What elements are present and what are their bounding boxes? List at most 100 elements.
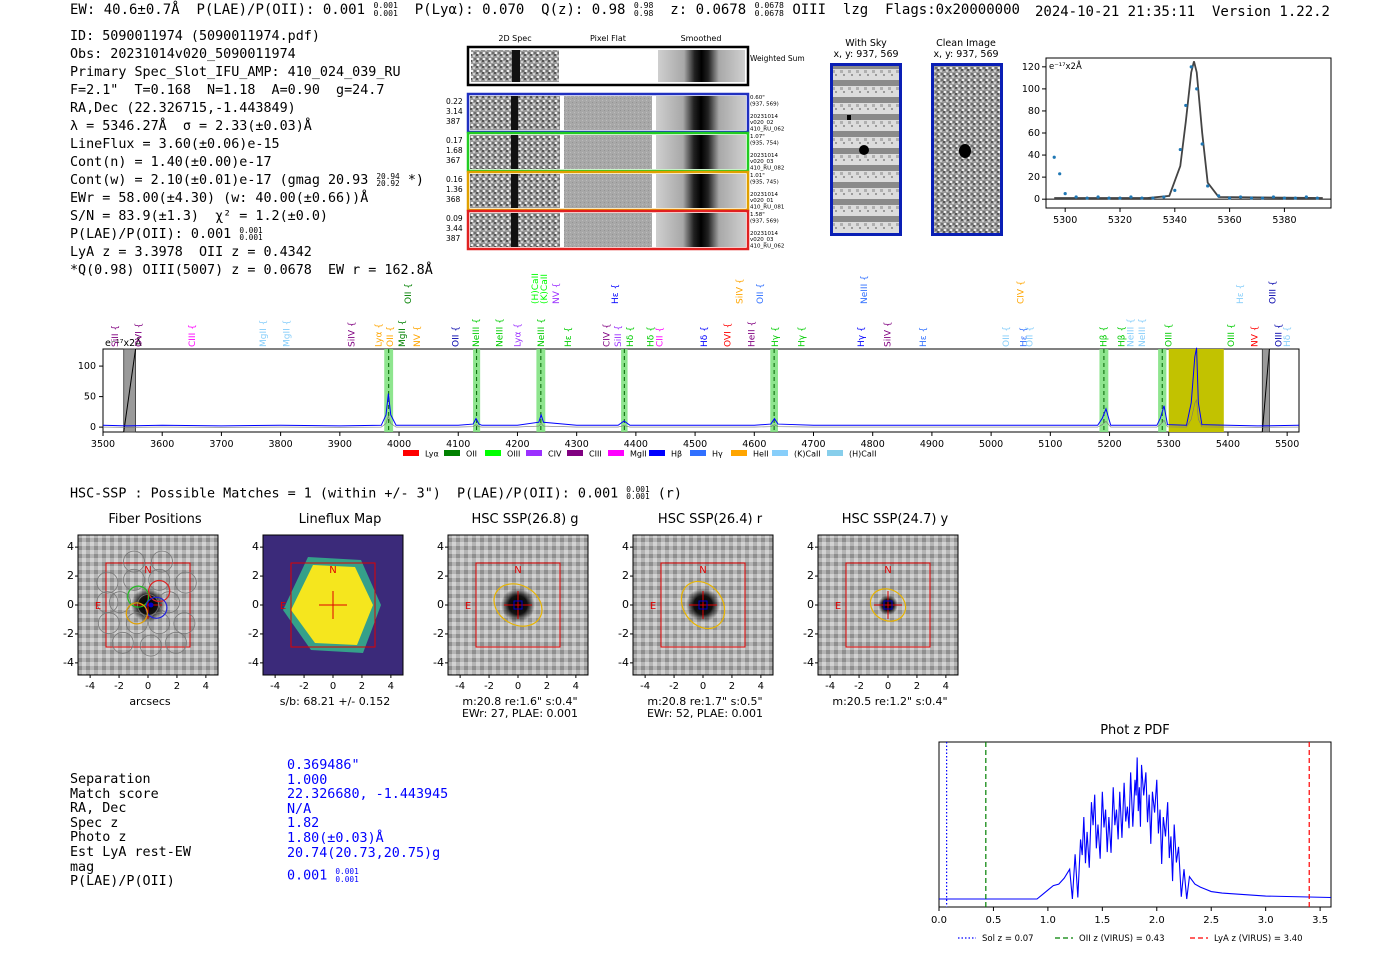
cutout-row-fiber: 1.07" [750,134,765,140]
cutout-row-fiber: v020_03 [750,159,774,165]
spectrum-line-label: Hε { [1020,327,1030,347]
zoom-data-point [1315,196,1319,200]
timestamp: 2024-10-21 21:35:11 [1034,4,1196,20]
panel-ytick-label: -4 [433,655,444,669]
fit-region-band [1168,349,1224,432]
cutout-row-fiber: 410_RU_081 [750,205,784,211]
photz-title: Phot z PDF [1100,723,1170,738]
cutout-pixelflat [564,135,652,169]
legend-swatch [731,450,747,456]
photz-xtick-label: 3.5 [1312,915,1328,926]
zoom-data-point [1118,196,1122,200]
spectrum-xtick-label: 5100 [1038,439,1062,450]
spectrum-xtick-label: 4900 [920,439,944,450]
legend-label: OII [466,450,477,459]
spectrum-line-label: SiII { [614,325,624,347]
fiber-circle [123,550,145,573]
spectrum-line-label-upper: (K)CaII { [540,272,550,304]
spectrum-line-label: NeIII { [1138,318,1148,347]
photz-xtick-label: 2.0 [1149,915,1165,926]
fiber-highlight-orange [125,602,148,625]
fiber-circle [165,631,187,654]
panel-ytick-label: 4 [67,540,74,554]
legend-label: Hβ [671,450,682,459]
match-label: P(LAE)/P(OII) [70,874,175,890]
panel-xtick-label: 0 [885,681,891,692]
cutout-row-fiber: (935, 745) [750,179,779,185]
zoom-data-point [1063,192,1067,196]
fiber-circle [139,634,162,657]
zoom-data-point [1260,196,1265,200]
spectrum-xtick-label: 3600 [150,439,174,450]
zoom-data-point [1058,172,1062,176]
legend-label: (H)CaII [849,450,876,459]
spectrum-line-label: Hδ { [626,326,636,347]
weighted-sum-smoothed [658,50,745,82]
zoom-ytick-label: 0 [1034,194,1040,205]
photz-xtick-label: 2.5 [1203,915,1219,926]
zoom-data-point [1085,196,1089,200]
spectrum-line-label: SiIV { [884,321,894,347]
fiber-circle [173,612,196,635]
east-label: E [650,601,656,612]
panel-ytick-label: 0 [67,598,74,611]
cutout-row-fiber: (935, 754) [750,140,779,146]
legend-swatch [485,450,501,456]
z-range: 0.0678 0.0678 [754,0,784,18]
clean-image [931,63,1003,236]
east-label: E [835,601,841,612]
spectrum-flux-line [102,347,1300,427]
east-label: E [280,601,286,612]
north-label: N [884,565,891,576]
source-marker [148,602,154,608]
spectrum-xtick-label: 5200 [1097,439,1121,450]
legend-label: Hγ [712,450,723,459]
plae-range: 0.001 0.001 [373,0,398,18]
panel-xtick-label: -4 [825,681,835,692]
photz-legend-label: OII z (VIRUS) = 0.43 [1079,934,1165,944]
qz-value: Q(z): 0.98 [541,2,626,18]
spectrum-ytick-label: 50 [84,392,96,403]
zoom-axes: 5300 5320 5340 5360 5380 0 20 40 60 80 100 120 [1022,62,1297,226]
spectrum-line-label-upper: (H)CaII { [531,272,541,304]
panel-caption: m:20.5 re:1.2" s:0.4" [832,695,948,708]
spectrum-line-label: Hε { [919,327,929,347]
weighted-sum-label: Weighted Sum [750,54,805,63]
clean-image-title: Clean Image x, y: 937, 569 [933,38,999,60]
panel-xtick-label: -4 [640,681,650,692]
cutout-row-meta: 368 [446,195,461,204]
spectrum-xtick-label: 4100 [446,439,470,450]
zoom-data-point [1249,196,1254,200]
spectrum-line-label: HeII { [747,321,757,347]
weighted-sum-line [512,50,520,82]
spectrum-xtick-label: 4400 [624,439,648,450]
spectrum-xtick-label: 5000 [979,439,1003,450]
plya-value: P(Lyα): 0.070 [414,2,525,18]
info-lambda: λ = 5346.27Å σ = 2.33(±0.03)Å [70,119,312,134]
spectrum-line-label: CII { [656,327,666,347]
legend-label: CIV [548,450,562,459]
north-label: N [144,565,151,576]
spectrum-xtick-label: 4300 [565,439,589,450]
north-label: N [514,565,521,576]
qz-range: 0.98 0.98 [633,0,654,18]
photz-legend-label: LyA z (VIRUS) = 3.40 [1214,934,1303,944]
panel-ytick-label: -2 [248,626,259,640]
east-label: E [465,601,471,612]
panel-title: Lineflux Map [298,512,382,527]
cutout-smoothed [656,96,746,130]
zoom-data-point [1052,155,1056,159]
line-fit-zoom-chart: e⁻¹⁷x2Å 5300 5320 5340 5360 5380 0 20 40 60 80 100… [1022,57,1332,226]
panel-ytick-label: 0 [622,598,629,611]
match-value: 22.326680, -1.443945 [287,787,449,803]
panel-title: HSC SSP(26.4) r [657,512,763,527]
cutout-row-fiber: 1.01" [750,173,765,179]
legend-swatch [444,450,460,456]
col-title-smoothed: Smoothed [681,34,722,43]
timestamp-version: 2024-10-21 21:35:11 Version 1.22.2 [1035,4,1330,20]
panel-xtick-label: -4 [85,681,95,692]
panel-title: Fiber Positions [108,512,202,527]
cutout-row-fiber: 20231014 [750,231,778,237]
cutout-row-meta: 387 [446,234,461,243]
legend-swatch [526,450,542,456]
